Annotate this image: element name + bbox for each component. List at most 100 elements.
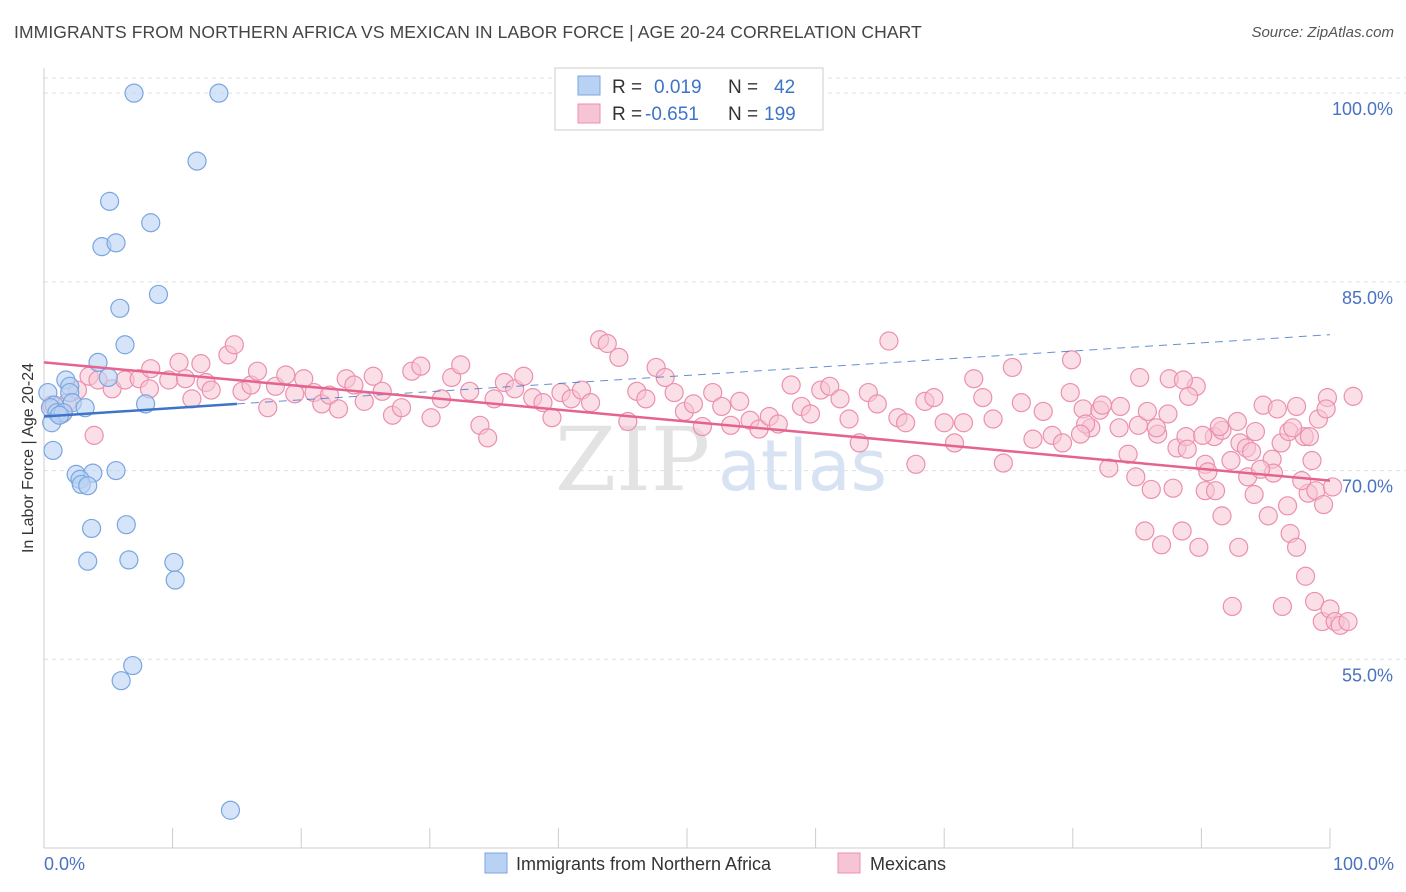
mexicans-point-179	[1227, 411, 1248, 432]
mexicans-point-146	[1286, 537, 1307, 557]
mexicans-point-182	[1267, 399, 1287, 419]
northern-africa-point-39	[111, 671, 131, 691]
northern-africa-point-38	[123, 655, 143, 676]
bottom-legend-label-pink: Mexicans	[870, 854, 946, 874]
northern-africa-point-40	[220, 800, 241, 820]
mexicans-point-82	[800, 404, 821, 424]
northern-africa-point-35	[119, 550, 139, 570]
axes	[43, 68, 1331, 849]
x-tick-min: 0.0%	[44, 854, 85, 874]
northern-africa-point-36	[164, 552, 184, 573]
mexicans-point-109	[1061, 350, 1082, 370]
northern-africa-trend-dashed	[236, 334, 1331, 405]
mexicans-point-142	[1229, 537, 1249, 557]
mexicans-point-192	[1209, 416, 1230, 437]
trend-lines	[43, 334, 1331, 482]
bottom-legend-swatch-pink	[837, 852, 861, 874]
mexicans-point-154	[1343, 386, 1363, 406]
northern-africa-point-9	[115, 335, 135, 355]
mexicans-point-99	[964, 369, 984, 389]
bottom-legend: Immigrants from Northern Africa Mexicans	[484, 852, 946, 874]
mexicans-point-31	[319, 385, 340, 405]
northern-africa-points	[38, 83, 241, 820]
mexicans-point-105	[1023, 429, 1043, 449]
northern-africa-point-0	[124, 83, 144, 103]
legend-swatch-pink	[577, 103, 601, 124]
mexicans-point-134	[1286, 396, 1307, 417]
mexicans-point-126	[1221, 450, 1241, 471]
mexicans-point-70	[683, 394, 704, 414]
northern-africa-point-2	[187, 151, 207, 171]
legend-r-label-pink: R =	[612, 104, 642, 125]
mexicans-point-165	[1060, 382, 1080, 403]
y-tick-label-55: 55.0%	[1342, 665, 1393, 685]
y-tick-label-100: 100.0%	[1332, 99, 1393, 119]
mexicans-point-84	[820, 376, 840, 396]
northern-africa-point-31	[78, 476, 98, 496]
mexicans-point-157	[1178, 386, 1199, 406]
mexicans-point-119	[1158, 404, 1178, 424]
mexicans-point-117	[1137, 401, 1157, 422]
mexicans-point-148	[1304, 591, 1325, 612]
northern-africa-point-3	[99, 191, 120, 211]
northern-africa-point-1	[209, 83, 229, 103]
mexicans-point-59	[580, 393, 601, 413]
mexicans-point-65	[636, 389, 656, 409]
mexicans-point-14	[175, 369, 196, 389]
mexicans-point-129	[1245, 421, 1266, 442]
legend-n-label-blue: N =	[728, 77, 758, 98]
northern-africa-point-33	[116, 515, 136, 535]
northern-africa-point-37	[165, 570, 185, 590]
mexicans-point-36	[363, 366, 383, 386]
mexicans-point-24	[258, 398, 278, 418]
mexicans-point-170	[1172, 521, 1192, 541]
northern-africa-point-4	[141, 213, 161, 233]
mexicans-point-72	[703, 382, 723, 403]
mexicans-point-189	[1163, 478, 1183, 498]
mexicans-point-172	[1244, 484, 1264, 505]
mexicans-point-156	[1173, 370, 1193, 390]
mexicans-point-160	[1130, 367, 1150, 388]
mexicans-point-62	[609, 347, 629, 367]
y-axis-label: In Labor Force | Age 20-24	[20, 363, 37, 553]
mexicans-point-187	[1135, 521, 1155, 541]
mexicans-point-23	[247, 361, 268, 381]
mexicans-points	[42, 330, 1363, 635]
mexicans-point-13	[169, 352, 189, 372]
mexicans-point-55	[542, 408, 562, 428]
mexicans-point-177	[1313, 494, 1334, 515]
mexicans-point-28	[294, 369, 314, 389]
mexicans-point-162	[1092, 395, 1112, 415]
mexicans-point-95	[924, 388, 944, 408]
mexicans-point-37	[372, 381, 392, 401]
mexicans-point-93	[906, 454, 926, 474]
northern-africa-point-11	[98, 367, 118, 388]
mexicans-point-184	[1299, 427, 1320, 447]
mexicans-point-68	[664, 382, 684, 403]
mexicans-point-16	[191, 354, 211, 374]
mexicans-point-86	[839, 409, 859, 429]
legend-n-value-blue: 42	[774, 77, 795, 98]
mexicans-point-147	[1295, 566, 1316, 586]
mexicans-point-185	[1316, 399, 1336, 419]
mexicans-point-168	[1205, 481, 1226, 501]
mexicans-point-190	[1177, 439, 1197, 459]
mexicans-point-191	[1193, 425, 1213, 445]
northern-africa-point-7	[148, 284, 169, 305]
mexicans-point-85	[830, 389, 850, 409]
mexicans-point-173	[1258, 506, 1278, 526]
mexicans-point-153	[1338, 611, 1358, 632]
mexicans-point-32	[328, 399, 349, 419]
mexicans-point-164	[1070, 424, 1091, 444]
mexicans-point-183	[1283, 418, 1303, 438]
northern-africa-point-18	[75, 398, 95, 418]
legend-n-label-pink: N =	[728, 104, 758, 125]
mexicans-point-166	[1212, 506, 1232, 526]
bottom-legend-label-blue: Immigrants from Northern Africa	[516, 854, 772, 874]
mexicans-point-106	[1033, 401, 1053, 422]
mexicans-point-169	[1189, 537, 1209, 557]
mexicans-point-18	[201, 380, 221, 400]
mexicans-point-98	[953, 413, 974, 433]
mexicans-point-103	[1002, 357, 1022, 378]
